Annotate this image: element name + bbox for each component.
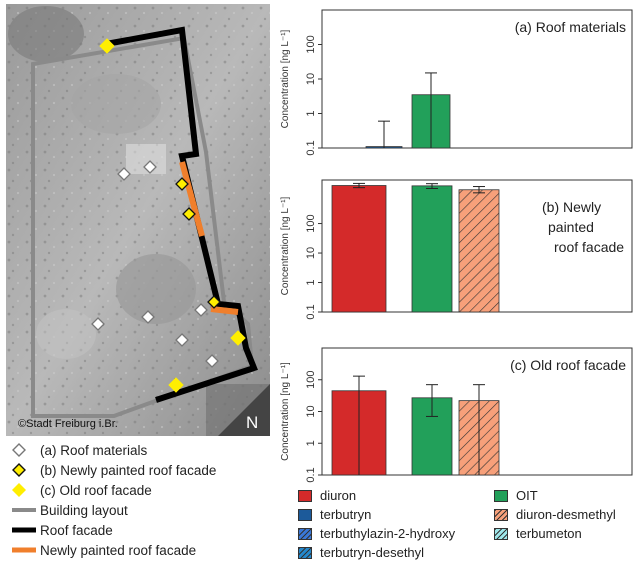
legend-label: Roof facade <box>40 522 113 538</box>
roof-material-sample <box>91 317 105 331</box>
legend-label: (a) Roof materials <box>40 442 148 458</box>
old-facade-sample <box>99 38 115 54</box>
roof-material-sample <box>194 303 208 317</box>
y-axis-label: Concentration [ng L⁻¹] <box>280 196 291 295</box>
painted-facade-line <box>179 161 205 237</box>
gray-line-icon <box>10 500 40 520</box>
legend-item: terbuthylazin-2-hydroxy <box>298 526 455 541</box>
legend-swatch <box>494 527 508 540</box>
y-tick-label: 10 <box>305 73 317 85</box>
legend-row-painted-facade: Newly painted roof facade <box>10 540 272 560</box>
hollow-diamond-icon <box>10 440 40 460</box>
legend-label: (c) Old roof facade <box>40 482 152 498</box>
legend-label: (b) Newly painted roof facade <box>40 462 217 478</box>
y-axis-label: Concentration [ng L⁻¹] <box>280 362 291 461</box>
bar-charts: 0.1 1 10 100 Concentration [ng L⁻¹] (a) Roof … <box>276 0 638 484</box>
y-tick-label: 100 <box>305 371 317 389</box>
north-label: N <box>246 413 258 432</box>
old-facade-sample <box>168 377 184 393</box>
roof-material-sample <box>175 333 189 347</box>
black-line-icon <box>10 520 40 540</box>
y-tick-label: 1 <box>305 110 317 116</box>
y-tick-label: 100 <box>305 35 317 53</box>
legend-item: diuron <box>298 488 356 503</box>
bar-OIT <box>411 185 453 313</box>
legend-item: OIT <box>494 488 538 503</box>
new-facade-sample <box>207 295 221 309</box>
y-tick-label: 0.1 <box>305 140 317 155</box>
legend-swatch <box>298 489 312 502</box>
y-tick-label: 100 <box>305 214 317 232</box>
legend-swatch <box>298 546 312 559</box>
y-tick-label: 1 <box>305 279 317 285</box>
roof-material-sample <box>143 160 157 174</box>
legend-swatch <box>494 489 508 502</box>
legend-label: OIT <box>516 488 538 503</box>
legend-item: terbutryn-desethyl <box>298 545 424 560</box>
roof-material-sample <box>117 167 131 181</box>
north-arrow-icon <box>218 384 270 436</box>
old-facade-sample <box>230 330 246 346</box>
y-tick-label: 0.1 <box>305 304 317 319</box>
map-credit: ©Stadt Freiburg i.Br. <box>18 418 118 430</box>
legend-row-roof-facade: Roof facade <box>10 520 272 540</box>
yellow-diamond-icon <box>10 480 40 500</box>
y-tick-label: 1 <box>305 440 317 446</box>
legend-label: Newly painted roof facade <box>40 542 197 558</box>
map-legend: (a) Roof materials (b) Newly painted roo… <box>10 440 272 560</box>
legend-item: terbutryn <box>298 507 371 522</box>
y-tick-label: 10 <box>305 247 317 259</box>
building-layout <box>31 35 255 418</box>
legend-row-roof-materials: (a) Roof materials <box>10 440 272 460</box>
legend-swatch <box>298 527 312 540</box>
aerial-photo: N <box>6 4 270 436</box>
panel-annotation: (b) Newly <box>542 199 601 215</box>
bar-diuron-desmethyl <box>458 189 500 313</box>
legend-row-newly-painted: (b) Newly painted roof facade <box>10 460 272 480</box>
legend-label: terbumeton <box>516 526 582 541</box>
new-facade-sample <box>175 177 189 191</box>
legend-swatch <box>298 508 312 521</box>
legend-item: terbumeton <box>494 526 582 541</box>
new-facade-sample <box>182 207 196 221</box>
panel-annotation: painted <box>548 219 594 235</box>
chart-canvas: 0.1 1 10 100 Concentration [ng L⁻¹] (a) Roof … <box>280 9 633 483</box>
y-tick-label: 10 <box>305 405 317 417</box>
chart-legend: diuron OIT terbutryn diuron-desmethyl terbut… <box>298 488 636 566</box>
y-tick-label: 0.1 <box>305 467 317 482</box>
legend-row-building-layout: Building layout <box>10 500 272 520</box>
roof-material-sample <box>141 310 155 324</box>
yellow-outlined-diamond-icon <box>10 460 40 480</box>
bar-diuron <box>331 185 387 313</box>
legend-swatch <box>494 508 508 521</box>
y-axis-label: Concentration [ng L⁻¹] <box>280 29 291 128</box>
panel-annotation: (a) Roof materials <box>515 19 626 35</box>
panel-annotation: roof facade <box>554 239 624 255</box>
roof-material-sample <box>205 354 219 368</box>
painted-facade-line <box>210 306 239 315</box>
legend-label: Building layout <box>40 502 128 518</box>
orange-line-icon <box>10 540 40 560</box>
legend-row-old-facade: (c) Old roof facade <box>10 480 272 500</box>
legend-item: diuron-desmethyl <box>494 507 616 522</box>
legend-label: diuron <box>320 488 357 503</box>
panel-annotation: (c) Old roof facade <box>510 357 626 373</box>
site-map: N ©Stadt Freiburg i.Br. <box>6 4 270 436</box>
legend-label: terbuthylazin-2-hydroxy <box>320 526 456 541</box>
legend-label: terbutryn-desethyl <box>320 545 425 560</box>
legend-label: terbutryn <box>320 507 372 522</box>
legend-label: diuron-desmethyl <box>516 507 616 522</box>
